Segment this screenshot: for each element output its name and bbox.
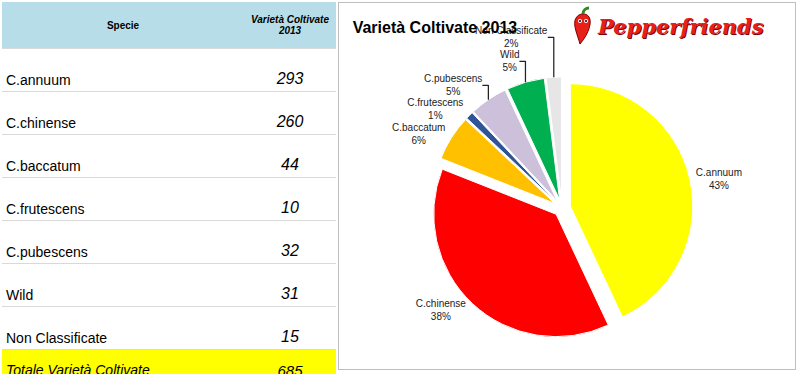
html-text:260: 260 [276,113,304,130]
svg-text:C.frutescens1%: C.frutescens1% [407,97,463,121]
html-text:C.baccatum: C.baccatum [6,158,81,174]
svg-text:C.pubescens5%: C.pubescens5% [424,73,482,97]
html-text:Varietà Coltivate 2013: Varietà Coltivate 2013 [251,14,329,36]
html-text:Specie: Specie [106,19,140,31]
html-text:C.frutescens: C.frutescens [6,201,85,217]
svg-text:C.chinense38%: C.chinense38% [416,298,466,322]
svg-text:C.baccatum6%: C.baccatum6% [392,122,445,146]
svg-text:Wild5%: Wild5% [500,49,519,73]
svg-text:Varietà Coltivate 2013: Varietà Coltivate 2013 [353,19,518,36]
html-text:31: 31 [281,285,299,302]
html-text:293: 293 [276,70,304,87]
html-text:10: 10 [281,199,299,216]
html-text:C.chinense: C.chinense [6,115,76,131]
html-text:44: 44 [281,156,299,173]
html-text:C.pubescens: C.pubescens [6,244,88,260]
html-text:32: 32 [281,242,299,259]
svg-text:C.annuum43%: C.annuum43% [696,167,742,191]
svg-text:Non Classificate2%: Non Classificate2% [475,25,548,49]
html-text:Pepperfriends: Pepperfriends [598,14,764,39]
html-text:C.annuum: C.annuum [6,72,71,88]
html-text:Wild: Wild [6,287,34,303]
html-text:Non Classificate: Non Classificate [6,330,108,346]
html-text:15: 15 [281,328,299,345]
